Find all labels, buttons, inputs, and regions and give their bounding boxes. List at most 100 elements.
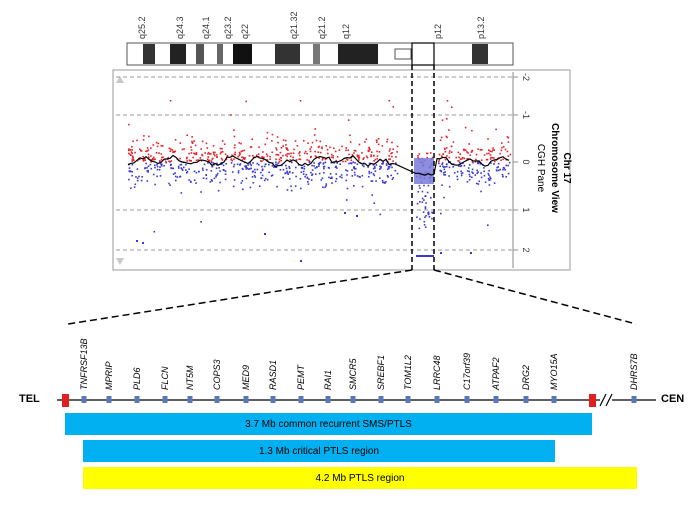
cgh-point	[131, 171, 134, 173]
cgh-point	[501, 146, 503, 149]
cgh-point	[236, 163, 239, 166]
cgh-point	[225, 158, 228, 161]
cgh-point	[446, 118, 448, 120]
cgh-point	[313, 134, 316, 136]
cgh-point	[146, 170, 148, 172]
ideogram-band	[196, 44, 204, 64]
cgh-point	[266, 178, 269, 181]
cgh-point	[329, 146, 331, 149]
cgh-point	[210, 179, 213, 181]
pane-title-line3: CGH Pane	[535, 144, 546, 193]
cgh-point	[183, 166, 185, 169]
cgh-point	[488, 152, 490, 155]
cgh-point	[275, 166, 277, 168]
cgh-point	[247, 164, 249, 166]
cgh-point	[381, 163, 383, 165]
cgh-point	[477, 171, 479, 173]
cgh-point	[493, 149, 495, 151]
cgh-point	[347, 149, 349, 152]
cgh-point	[388, 150, 391, 152]
cgh-point	[373, 202, 375, 204]
cgh-point	[358, 154, 360, 157]
cgh-point	[448, 156, 451, 159]
cgh-point	[444, 171, 446, 173]
cgh-point	[501, 173, 504, 176]
cgh-point	[136, 159, 139, 162]
cgh-point	[170, 167, 172, 169]
axis-break-2	[605, 393, 613, 407]
cgh-point	[282, 168, 285, 171]
cgh-point	[442, 153, 445, 155]
cgh-point	[379, 165, 381, 168]
cgh-point	[421, 201, 424, 203]
cgh-point	[129, 149, 132, 151]
cgh-point	[303, 165, 306, 168]
cgh-point	[342, 160, 344, 163]
cgh-point	[200, 160, 203, 162]
cgh-point	[205, 142, 208, 145]
cgh-point	[238, 142, 241, 144]
ideogram-band	[217, 44, 223, 64]
cgh-point	[234, 153, 236, 156]
cgh-point	[439, 169, 441, 172]
cgh-point	[395, 162, 397, 164]
cgh-point	[282, 176, 284, 179]
cgh-point	[494, 160, 496, 163]
cgh-point	[245, 165, 247, 167]
cgh-point	[152, 158, 155, 161]
cgh-point	[496, 169, 498, 172]
cgh-point	[233, 135, 236, 138]
cgh-point	[376, 158, 379, 160]
cgh-point	[339, 163, 341, 165]
cgh-point	[212, 162, 215, 164]
cgh-point	[190, 180, 192, 183]
cgh-point	[216, 162, 218, 165]
cgh-point	[279, 169, 282, 171]
cgh-point	[204, 152, 206, 154]
cgh-point	[287, 149, 289, 151]
cgh-point	[332, 156, 334, 159]
cgh-point	[310, 156, 312, 159]
cgh-point	[128, 178, 130, 181]
cgh-point	[156, 163, 158, 166]
cgh-point	[321, 147, 323, 150]
cgh-point	[478, 161, 480, 163]
cgh-point	[318, 163, 320, 166]
cgh-point	[441, 155, 443, 158]
cgh-point	[233, 146, 236, 149]
cgh-point	[465, 149, 467, 151]
cgh-point	[271, 174, 274, 176]
cgh-point	[193, 170, 196, 173]
cgh-point	[431, 156, 434, 159]
cgh-point	[356, 163, 359, 165]
cgh-point	[256, 154, 258, 157]
cgh-point	[344, 212, 346, 214]
cgh-point	[359, 176, 361, 178]
cgh-point	[391, 141, 393, 144]
cgh-point	[338, 149, 341, 151]
cgh-point	[286, 153, 289, 155]
cgh-point	[180, 192, 183, 194]
cgh-point	[322, 157, 324, 159]
cen-label: CEN	[661, 393, 685, 405]
cgh-point	[417, 156, 419, 159]
scroll-up-icon[interactable]	[116, 76, 124, 83]
cgh-point	[424, 207, 427, 210]
cgh-point	[491, 150, 493, 153]
cgh-point	[444, 150, 447, 153]
cgh-point	[194, 144, 197, 147]
cgh-point	[215, 167, 218, 170]
cgh-point	[165, 160, 167, 163]
zoom-left-diagonal	[67, 269, 413, 325]
scroll-down-icon[interactable]	[116, 258, 124, 265]
cgh-point	[310, 171, 312, 174]
cgh-point	[186, 134, 188, 136]
cgh-point	[128, 149, 130, 152]
cgh-point	[252, 162, 254, 164]
ideogram-band	[233, 44, 252, 64]
cgh-point	[455, 156, 457, 159]
cgh-point	[488, 179, 490, 181]
cgh-point	[471, 129, 473, 132]
cgh-point	[195, 159, 198, 162]
cgh-point	[424, 206, 427, 208]
